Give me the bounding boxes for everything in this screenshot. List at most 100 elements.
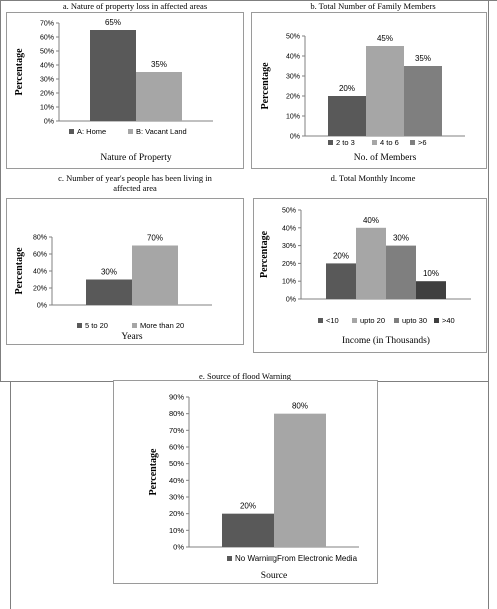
legend-swatch (318, 318, 323, 323)
data-label: 10% (423, 269, 439, 278)
bar-upto-20 (356, 227, 386, 299)
legend-label: 2 to 3 (336, 138, 355, 147)
legend-swatch (69, 129, 74, 134)
bar-b-vacant-land (136, 72, 182, 121)
y-tick-label: 30% (40, 77, 54, 84)
data-label: 30% (101, 268, 117, 277)
legend-label: From Electronic Media (277, 554, 358, 563)
data-label: 40% (363, 216, 379, 225)
legend-swatch (77, 323, 82, 328)
legend-swatch (128, 129, 133, 134)
x-axis-title: No. of Members (354, 152, 417, 163)
y-tick-label: 20% (33, 286, 47, 293)
y-tick-label: 10% (282, 279, 296, 286)
legend-label: upto 30 (402, 316, 427, 325)
y-tick-label: 50% (40, 49, 54, 56)
y-tick-label: 50% (282, 208, 296, 215)
bar-5-to-20 (86, 279, 132, 305)
legend-swatch (410, 140, 415, 145)
bar-a-home (90, 30, 136, 121)
y-tick-label: 20% (282, 261, 296, 268)
x-axis-title: Income (in Thousands) (342, 335, 430, 346)
y-tick-label: 60% (33, 252, 47, 259)
legend-swatch (434, 318, 439, 323)
caption-a: a. Nature of property loss in affected a… (62, 1, 208, 11)
legend-label: 4 to 6 (380, 138, 399, 147)
outer-frame-right (488, 0, 489, 382)
y-axis-title: Percentage (259, 230, 270, 278)
data-label: 65% (105, 18, 121, 27)
data-label: 45% (377, 34, 393, 43)
x-axis-title: Years (121, 332, 143, 342)
y-tick-label: 50% (169, 459, 184, 468)
chart-panel-e: 0% 10% 20% 30% 40% 50% 60% 70% 80% 90% 20% 80% No Wa… (113, 380, 378, 584)
bar-from-electronic-media (274, 413, 326, 547)
legend-label: No Warning (235, 554, 277, 563)
chart-panel-c: 0% 20% 40% 60% 80% 30% 70% 5 to 20 More than 20 Y… (6, 198, 244, 345)
caption-c-line1: c. Number of year's people has been livi… (58, 173, 212, 183)
caption-c-line2: affected area (113, 183, 157, 193)
y-tick-label: 10% (169, 526, 184, 535)
x-axis-title: Source (261, 571, 287, 581)
chart-d-svg: 0% 10% 20% 30% 40% 50% 20% 40% 30% 10% <10 upto 20 u… (259, 208, 471, 346)
y-tick-label: 10% (286, 114, 300, 121)
y-tick-label: 20% (169, 509, 184, 518)
data-label: 35% (415, 54, 431, 63)
y-tick-label: 40% (33, 269, 47, 276)
legend-label: 5 to 20 (85, 321, 108, 330)
legend-swatch (352, 318, 357, 323)
chart-panel-b: 0% 10% 20% 30% 40% 50% 20% 45% 35% 2 to 3 4 to 6 >6… (251, 12, 487, 169)
legend-label: B: Vacant Land (136, 127, 187, 136)
chart-a-svg: 0% 10% 20% 30% 40% 50% 60% 70% 65% 35% A: Home B: V… (14, 18, 213, 163)
data-label: 20% (339, 84, 355, 93)
y-axis-title: Percentage (148, 448, 159, 496)
y-tick-label: 50% (286, 34, 300, 41)
chart-e-svg: 0% 10% 20% 30% 40% 50% 60% 70% 80% 90% 20% 80% No Wa… (148, 393, 359, 581)
lower-frame-right (488, 381, 489, 609)
legend-label: >6 (418, 138, 427, 147)
y-tick-label: 20% (40, 91, 54, 98)
y-tick-label: 60% (40, 35, 54, 42)
chart-panel-d: 0% 10% 20% 30% 40% 50% 20% 40% 30% 10% <10 upto 20 u… (253, 198, 487, 353)
y-tick-label: 40% (286, 54, 300, 61)
bar-4-to-6 (366, 46, 404, 136)
chart-panel-a: 0% 10% 20% 30% 40% 50% 60% 70% 65% 35% A: Home B: V… (6, 12, 244, 169)
y-tick-label: 0% (44, 119, 54, 126)
y-tick-label: 70% (169, 426, 184, 435)
legend-swatch (132, 323, 137, 328)
y-axis-title: Percentage (14, 247, 25, 295)
legend-label: More than 20 (140, 321, 184, 330)
y-tick-label: 80% (169, 409, 184, 418)
y-axis-title: Percentage (14, 48, 25, 96)
legend-swatch (227, 556, 232, 561)
y-tick-label: 10% (40, 105, 54, 112)
y-tick-label: 60% (169, 443, 184, 452)
legend-label: <10 (326, 316, 339, 325)
chart-c-svg: 0% 20% 40% 60% 80% 30% 70% 5 to 20 More than 20 Y… (14, 234, 212, 342)
y-tick-label: 40% (40, 63, 54, 70)
caption-e: e. Source of flood Warning (199, 371, 291, 381)
data-label: 30% (393, 234, 409, 243)
chart-b-svg: 0% 10% 20% 30% 40% 50% 20% 45% 35% 2 to 3 4 to 6 >6… (260, 34, 465, 163)
y-tick-label: 0% (37, 303, 47, 310)
y-tick-label: 20% (286, 94, 300, 101)
data-label: 35% (151, 60, 167, 69)
bar--40 (416, 281, 446, 299)
data-label: 20% (333, 251, 349, 260)
y-tick-label: 70% (40, 21, 54, 28)
outer-frame-top (0, 0, 497, 1)
bar-no-warning (222, 513, 274, 547)
x-axis-title: Nature of Property (100, 152, 171, 163)
lower-frame-left (10, 381, 11, 609)
bar-upto-30 (386, 245, 416, 299)
legend-label: A: Home (77, 127, 106, 136)
data-label: 70% (147, 234, 163, 243)
legend-label: upto 20 (360, 316, 385, 325)
y-tick-label: 30% (169, 493, 184, 502)
legend-swatch (269, 556, 274, 561)
y-tick-label: 30% (282, 243, 296, 250)
outer-frame-left (0, 0, 1, 382)
y-tick-label: 0% (290, 134, 300, 141)
y-axis-title: Percentage (260, 62, 271, 110)
y-tick-label: 0% (286, 297, 296, 304)
